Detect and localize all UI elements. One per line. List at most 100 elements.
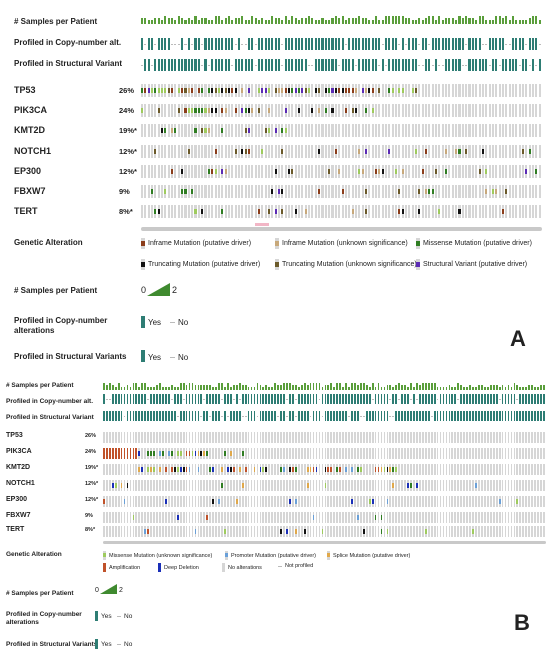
no-alteration-cell xyxy=(519,432,522,443)
gene-label-fbxw7[interactable]: FBXW7 xyxy=(6,512,31,519)
oncoprint-matrix[interactable] xyxy=(103,380,546,538)
no-alteration-cell xyxy=(271,448,274,459)
samples-bar xyxy=(498,387,501,390)
no-alteration-cell xyxy=(194,165,197,178)
mutation-cell xyxy=(187,108,190,113)
no-alteration-cell xyxy=(247,512,250,523)
no-alteration-cell xyxy=(508,185,511,198)
gene-label-tert[interactable]: TERT xyxy=(6,526,25,533)
structural-profiled-cell xyxy=(534,411,536,421)
no-alteration-cell xyxy=(345,480,347,491)
no-alteration-cell xyxy=(404,464,406,475)
no-alteration-cell xyxy=(460,464,463,475)
no-alteration-cell xyxy=(204,84,207,97)
gene-label-kmt2d[interactable]: KMT2D xyxy=(14,125,45,135)
samples-bar xyxy=(495,385,498,390)
no-alteration-cell xyxy=(410,464,412,475)
no-alteration-cell xyxy=(438,165,441,178)
mutation-cell xyxy=(229,467,232,472)
samples-bar xyxy=(469,385,471,390)
mutation-cell xyxy=(306,467,309,472)
copy-number-profiled-cell xyxy=(291,38,294,50)
mutation-cell xyxy=(167,451,170,456)
gene-label-tp53[interactable]: TP53 xyxy=(14,85,36,95)
no-alteration-cell xyxy=(187,205,190,218)
samples-bar xyxy=(247,387,250,390)
no-alteration-cell xyxy=(259,432,262,443)
no-alteration-cell xyxy=(481,104,484,117)
horizontal-scrollbar[interactable] xyxy=(141,227,542,231)
no-alteration-cell xyxy=(378,124,381,137)
gene-label-tp53[interactable]: TP53 xyxy=(6,432,23,439)
oncoprint-matrix[interactable] xyxy=(141,14,542,224)
copy-number-profiled-cell xyxy=(342,394,344,404)
gene-label-tert[interactable]: TERT xyxy=(14,206,38,216)
copy-number-profiled-cell xyxy=(368,394,371,404)
no-alteration-cell xyxy=(271,496,274,507)
copy-number-profiled-cell xyxy=(215,394,217,404)
samples-bar xyxy=(431,16,434,24)
no-alteration-cell xyxy=(232,526,235,537)
samples-bar xyxy=(321,387,324,390)
no-alteration-cell xyxy=(472,496,474,507)
no-alteration-cell xyxy=(365,432,368,443)
no-alteration-cell xyxy=(277,464,279,475)
no-alteration-cell xyxy=(442,432,445,443)
gene-label-notch1[interactable]: NOTCH1 xyxy=(6,480,35,487)
no-alteration-cell xyxy=(227,185,230,198)
samples-bar xyxy=(156,385,158,390)
samples-bar xyxy=(324,20,327,24)
no-alteration-cell xyxy=(460,448,463,459)
no-alteration-cell xyxy=(138,496,141,507)
no-alteration-cell xyxy=(271,464,274,475)
gene-label-ep300[interactable]: EP300 xyxy=(14,166,42,176)
no-alteration-cell xyxy=(538,165,541,178)
no-alteration-cell xyxy=(386,480,389,491)
mutation-cell xyxy=(194,451,197,456)
no-alteration-cell xyxy=(392,526,395,537)
no-alteration-cell xyxy=(277,496,279,507)
no-alteration-cell xyxy=(108,464,111,475)
no-alteration-cell xyxy=(164,165,167,178)
no-alteration-cell xyxy=(291,104,294,117)
no-alteration-cell xyxy=(288,205,291,218)
gene-label-fbxw7[interactable]: FBXW7 xyxy=(14,186,46,196)
no-alteration-cell xyxy=(421,496,424,507)
samples-bar xyxy=(170,385,173,390)
structural-profiled-cell xyxy=(271,59,274,71)
no-alteration-cell xyxy=(123,432,126,443)
horizontal-scrollbar[interactable] xyxy=(103,541,546,544)
mutation-cell xyxy=(455,149,458,154)
samples-bar xyxy=(117,383,120,390)
samples-bar xyxy=(194,385,197,390)
copy-number-profiled-cell xyxy=(469,394,471,404)
no-alteration-cell xyxy=(418,84,421,97)
gene-label-kmt2d[interactable]: KMT2D xyxy=(6,464,31,471)
samples-bar xyxy=(235,385,238,390)
no-alteration-cell xyxy=(229,512,232,523)
no-alteration-cell xyxy=(388,205,391,218)
samples-bar xyxy=(455,20,458,24)
mutation-cell xyxy=(184,108,187,113)
no-alteration-cell xyxy=(463,496,466,507)
no-alteration-cell xyxy=(151,124,154,137)
structural-profiled-cell xyxy=(176,416,179,417)
no-alteration-cell xyxy=(445,464,448,475)
no-alteration-cell xyxy=(448,432,451,443)
samples-bar xyxy=(274,383,277,390)
gene-label-ep300[interactable]: EP300 xyxy=(6,496,28,503)
no-alteration-cell xyxy=(256,480,259,491)
gene-percent-ep300: 12%* xyxy=(85,497,99,503)
gene-label-notch1[interactable]: NOTCH1 xyxy=(14,146,52,156)
samples-bar xyxy=(191,20,194,24)
no-alteration-cell xyxy=(278,104,281,117)
structural-profiled-cell xyxy=(507,411,510,421)
no-alteration-cell xyxy=(510,464,513,475)
no-alteration-cell xyxy=(525,432,528,443)
samples-bar xyxy=(441,20,444,24)
gene-label-pik3ca[interactable]: PIK3CA xyxy=(6,448,32,455)
gene-label-pik3ca[interactable]: PIK3CA xyxy=(14,105,48,115)
no-alteration-cell xyxy=(488,165,491,178)
no-alteration-cell xyxy=(157,185,160,198)
no-alteration-cell xyxy=(303,448,306,459)
